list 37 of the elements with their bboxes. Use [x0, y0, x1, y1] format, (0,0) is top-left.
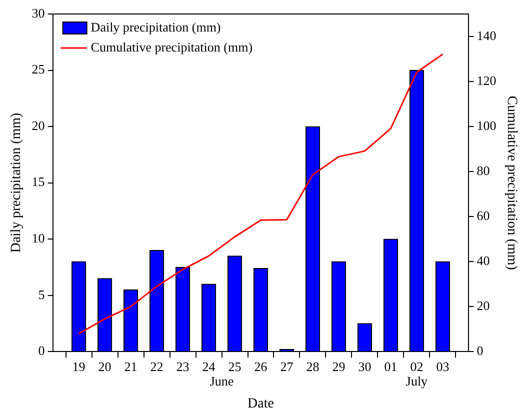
x-tick-label: 03: [436, 358, 450, 374]
x-tick-label: 02: [410, 358, 424, 374]
x-tick-label: 28: [306, 358, 320, 374]
x-tick-label: 23: [176, 358, 190, 374]
y-tick-label: 10: [32, 230, 45, 246]
text: July: [406, 374, 428, 389]
y2-tick-label: 60: [476, 208, 490, 223]
y2-tick-label: 20: [476, 298, 490, 314]
y-axis-title: Daily precipitation (mm): [9, 112, 24, 253]
y2-tick-label: 40: [476, 252, 490, 268]
y-tick-label: 30: [32, 5, 45, 20]
text: June: [210, 374, 234, 389]
y2-tick-label: 80: [476, 162, 490, 178]
x-tick-label: 26: [254, 358, 268, 374]
x-tick-label: 25: [228, 358, 242, 374]
y-tick-label: 0: [38, 343, 45, 358]
y-tick-label: 15: [32, 174, 45, 190]
x-tick-label: 20: [98, 358, 112, 374]
x-tick-label: 24: [202, 358, 216, 374]
y2-tick-label: 100: [476, 118, 496, 133]
x-tick-label: 30: [358, 358, 372, 374]
y-tick-label: 20: [32, 118, 45, 133]
x-axis-title: Date: [248, 396, 274, 412]
x-tick-label: 19: [72, 358, 86, 374]
x-tick-label: 22: [150, 358, 164, 374]
legend-label: Cumulative precipitation (mm): [90, 39, 253, 54]
x-tick-label: 01: [384, 358, 398, 374]
x-tick-label: 21: [124, 358, 138, 374]
y2-tick-label: 120: [476, 72, 496, 88]
y2-tick-label: 0: [476, 343, 484, 358]
y-tick-label: 25: [32, 62, 45, 77]
x-tick-label: 29: [332, 358, 346, 374]
y-tick-label: 5: [38, 286, 45, 302]
legend-label: Daily precipitation (mm): [90, 19, 221, 34]
x-tick-label: 27: [280, 358, 294, 374]
y2-axis-title: Cumulative precipitation (mm): [504, 96, 519, 270]
y2-tick-label: 140: [476, 28, 496, 43]
